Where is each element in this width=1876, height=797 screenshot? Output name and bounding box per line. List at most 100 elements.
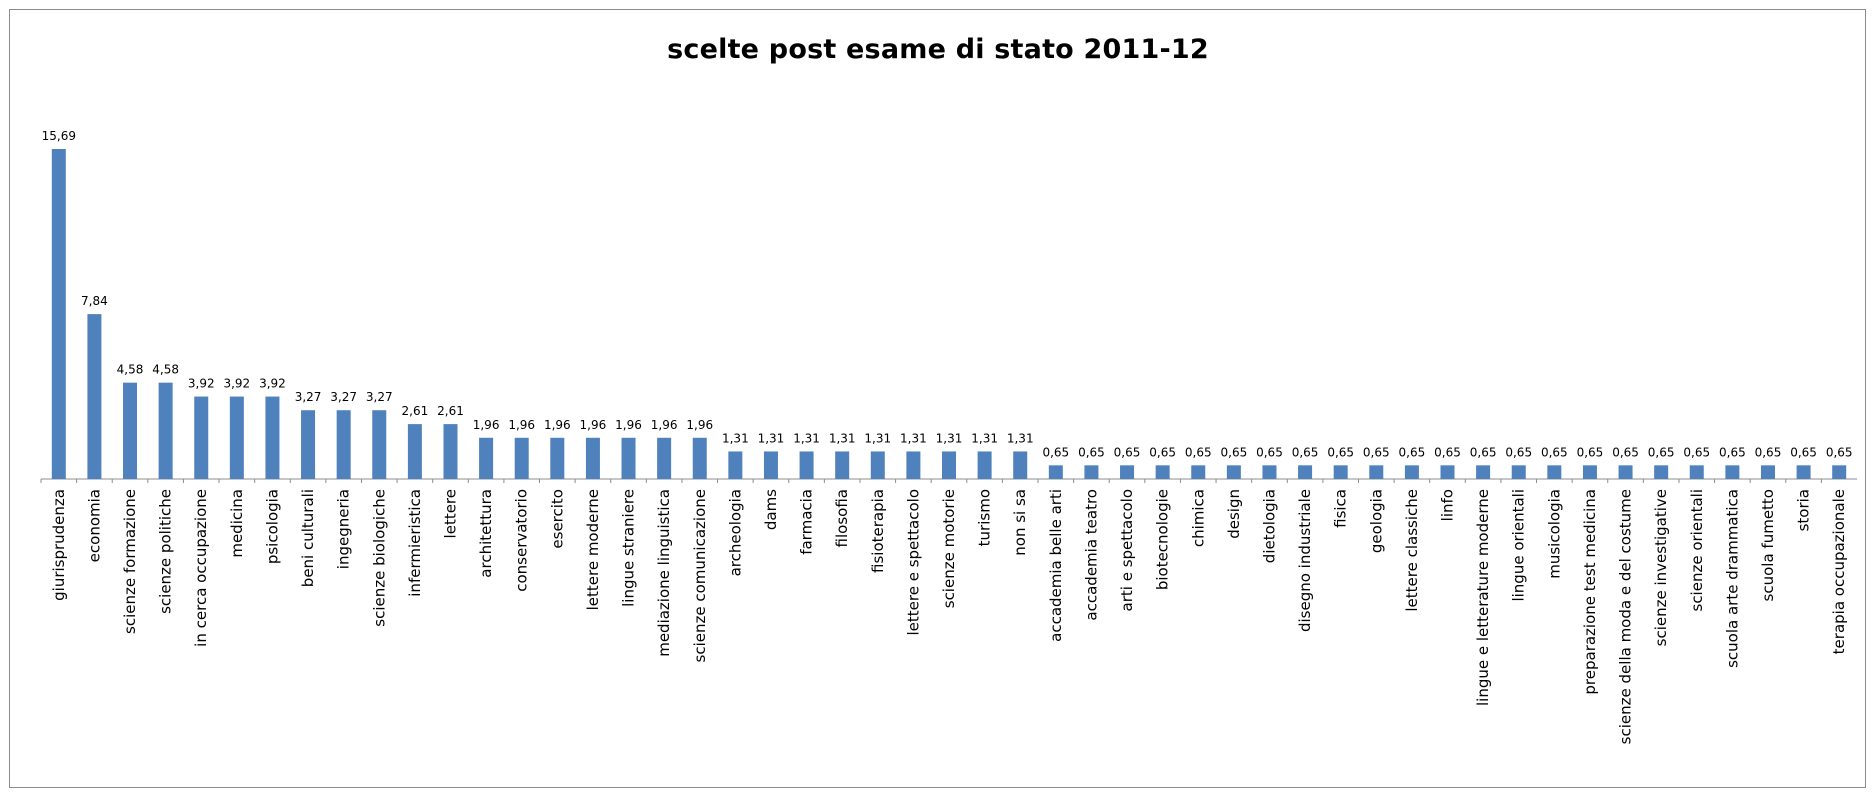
data-label-22: 1,31: [829, 431, 856, 445]
bar-9: [372, 410, 387, 479]
data-label-8: 3,27: [330, 390, 357, 404]
data-label-12: 1,96: [473, 418, 500, 432]
bar-42: [1547, 465, 1562, 479]
bar-4: [194, 396, 209, 479]
x-tick-label-9: scienze biologiche: [370, 489, 388, 627]
data-label-44: 0,65: [1612, 445, 1639, 459]
data-label-40: 0,65: [1470, 445, 1497, 459]
bar-20: [763, 451, 778, 479]
data-label-37: 0,65: [1363, 445, 1390, 459]
x-tick-label-22: filosofia: [833, 489, 851, 547]
bar-2: [123, 382, 138, 479]
data-label-18: 1,96: [686, 418, 713, 432]
bar-11: [443, 424, 458, 479]
x-tick-label-47: scuola arte drammatica: [1723, 489, 1741, 668]
x-tick-label-7: beni culturali: [299, 489, 317, 587]
bar-26: [977, 451, 992, 479]
bar-37: [1369, 465, 1384, 479]
bar-3: [158, 382, 173, 479]
data-label-15: 1,96: [580, 418, 607, 432]
x-tick-label-24: lettere e spettacolo: [904, 489, 922, 636]
x-tick-label-46: scienze orientali: [1688, 489, 1706, 612]
bar-18: [692, 437, 707, 479]
data-label-35: 0,65: [1292, 445, 1319, 459]
x-tick-label-38: lettere classiche: [1403, 489, 1421, 612]
x-tick-label-44: scienze della moda e del costume: [1617, 489, 1635, 744]
data-label-34: 0,65: [1256, 445, 1283, 459]
x-tick-label-41: lingue orientali: [1510, 489, 1528, 602]
x-tick-label-19: archeologia: [726, 489, 744, 576]
x-tick-label-16: lingue straniere: [620, 489, 638, 607]
bar-50: [1832, 465, 1847, 479]
bar-49: [1796, 465, 1811, 479]
x-tick-label-20: dams: [762, 489, 780, 530]
bar-0: [51, 149, 66, 479]
x-tick-label-8: ingegneria: [335, 489, 353, 569]
bar-40: [1476, 465, 1491, 479]
data-label-2: 4,58: [117, 363, 144, 377]
data-label-29: 0,65: [1078, 445, 1105, 459]
data-label-5: 3,92: [223, 377, 250, 391]
data-label-39: 0,65: [1434, 445, 1461, 459]
data-label-10: 2,61: [402, 404, 429, 418]
data-label-0: 15,69: [42, 129, 76, 143]
x-tick-label-11: lettere: [441, 489, 459, 538]
x-tick-label-5: medicina: [228, 489, 246, 558]
bar-43: [1582, 465, 1597, 479]
bar-31: [1155, 465, 1170, 479]
bar-48: [1760, 465, 1775, 479]
bar-12: [479, 437, 494, 479]
data-label-41: 0,65: [1505, 445, 1532, 459]
x-tick-label-25: scienze motorie: [940, 489, 958, 608]
bar-15: [585, 437, 600, 479]
data-label-48: 0,65: [1755, 445, 1782, 459]
x-tick-label-27: non si sa: [1011, 489, 1029, 556]
bar-13: [514, 437, 529, 479]
x-tick-label-33: design: [1225, 489, 1243, 539]
data-label-9: 3,27: [366, 390, 393, 404]
x-tick-label-18: scienze comunicazione: [691, 489, 709, 662]
data-label-45: 0,65: [1648, 445, 1675, 459]
bar-28: [1048, 465, 1063, 479]
data-label-7: 3,27: [295, 390, 322, 404]
data-label-4: 3,92: [188, 377, 215, 391]
data-label-47: 0,65: [1719, 445, 1746, 459]
data-label-49: 0,65: [1790, 445, 1817, 459]
data-label-17: 1,96: [651, 418, 678, 432]
data-label-24: 1,31: [900, 431, 927, 445]
data-label-23: 1,31: [864, 431, 891, 445]
data-label-36: 0,65: [1327, 445, 1354, 459]
bar-16: [621, 437, 636, 479]
x-tick-label-42: musicologia: [1545, 489, 1563, 579]
chart-frame: [9, 9, 1866, 788]
bar-23: [870, 451, 885, 479]
x-tick-label-0: giurisprudenza: [50, 489, 68, 601]
x-tick-label-37: geologia: [1367, 489, 1385, 553]
data-label-50: 0,65: [1826, 445, 1853, 459]
x-tick-label-13: conservatorio: [513, 489, 531, 592]
data-label-1: 7,84: [81, 294, 108, 308]
x-tick-label-28: accademia belle arti: [1047, 489, 1065, 642]
data-label-11: 2,61: [437, 404, 464, 418]
bar-10: [407, 424, 422, 479]
bar-36: [1333, 465, 1348, 479]
data-label-42: 0,65: [1541, 445, 1568, 459]
data-label-43: 0,65: [1577, 445, 1604, 459]
bar-21: [799, 451, 814, 479]
data-label-31: 0,65: [1149, 445, 1176, 459]
bar-30: [1120, 465, 1135, 479]
bar-24: [906, 451, 921, 479]
data-label-3: 4,58: [152, 363, 179, 377]
x-tick-label-35: disegno industriale: [1296, 489, 1314, 632]
bar-19: [728, 451, 743, 479]
data-label-38: 0,65: [1399, 445, 1426, 459]
data-label-6: 3,92: [259, 377, 286, 391]
bar-35: [1298, 465, 1313, 479]
bar-22: [835, 451, 850, 479]
data-label-27: 1,31: [1007, 431, 1034, 445]
x-tick-label-36: fisica: [1332, 489, 1350, 528]
data-label-28: 0,65: [1042, 445, 1069, 459]
x-tick-label-1: economia: [85, 489, 103, 562]
bar-47: [1725, 465, 1740, 479]
